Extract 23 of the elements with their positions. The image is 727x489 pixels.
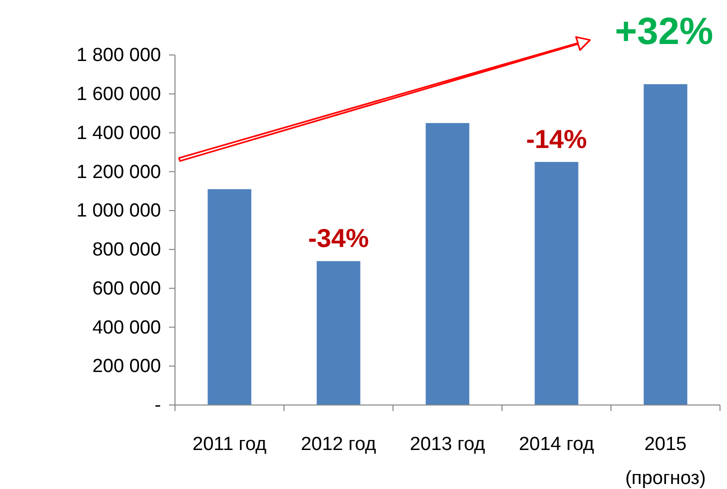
x-tick-label: 2013 год xyxy=(410,434,486,455)
x-tick-label: 2014 год xyxy=(518,434,594,455)
annotation: -34% xyxy=(308,223,369,254)
annotation: -14% xyxy=(526,124,587,154)
bar xyxy=(316,261,360,405)
y-tick-label: 1 200 000 xyxy=(76,162,161,183)
y-tick-label: 400 000 xyxy=(92,317,161,338)
bar xyxy=(208,189,252,405)
x-tick-label: 2015 (прогноз) xyxy=(625,434,706,489)
y-tick-label: 800 000 xyxy=(92,240,161,261)
y-tick-label: 1 600 000 xyxy=(76,84,161,105)
y-tick-label: 1 400 000 xyxy=(76,122,161,144)
bar xyxy=(534,162,578,405)
y-tick-label: 1 800 000 xyxy=(76,45,161,66)
y-tick-label: 1 000 000 xyxy=(76,200,161,222)
bar xyxy=(426,123,470,405)
x-tick-label: 2011 год xyxy=(192,434,266,455)
bar xyxy=(644,84,688,405)
y-tick-label: 200 000 xyxy=(92,356,161,378)
y-tick-label: 600 000 xyxy=(92,278,161,300)
text: +32% xyxy=(614,11,714,53)
x-tick-label: 2012 год xyxy=(300,434,376,455)
y-tick-label: - xyxy=(154,395,161,416)
